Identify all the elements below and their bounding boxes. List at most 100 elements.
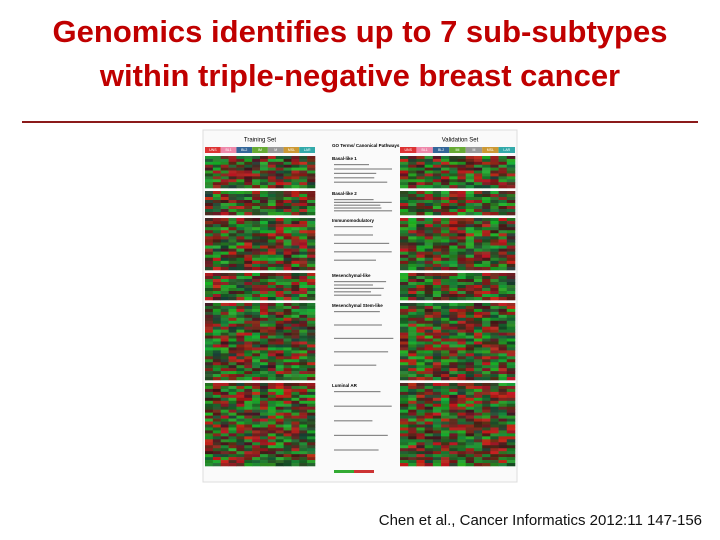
- heatmap-cell: [228, 436, 237, 440]
- heatmap-cell: [205, 377, 214, 381]
- heatmap-cell: [220, 260, 229, 265]
- heatmap-cell: [299, 424, 308, 428]
- heatmap-cell: [441, 191, 450, 195]
- heatmap-cell: [260, 439, 269, 443]
- heatmap-cell: [482, 236, 491, 240]
- heatmap-cell: [299, 282, 308, 286]
- subtype-stripe: [283, 147, 300, 153]
- heatmap-cell: [400, 430, 409, 434]
- heatmap-cell: [275, 430, 284, 434]
- heatmap-cell: [416, 276, 425, 280]
- heatmap-cell: [408, 418, 417, 422]
- heatmap-cell: [482, 421, 491, 425]
- heatmap-cell: [449, 218, 458, 222]
- heatmap-cell: [416, 291, 425, 295]
- heatmap-cell: [482, 326, 491, 330]
- heatmap-cell: [299, 394, 308, 399]
- heatmap-cell: [228, 412, 237, 416]
- heatmap-cell: [205, 305, 214, 310]
- heatmap-cell: [506, 156, 516, 160]
- heatmap-cell: [506, 415, 516, 419]
- heatmap-cell: [212, 236, 222, 240]
- heatmap-cell: [212, 338, 222, 342]
- heatmap-cell: [252, 430, 261, 434]
- heatmap-cell: [252, 412, 261, 416]
- heatmap-cell: [275, 194, 284, 198]
- heatmap-cell: [449, 242, 458, 246]
- heatmap-cell: [465, 394, 475, 399]
- heatmap-cell: [498, 329, 508, 333]
- heatmap-cell: [307, 221, 316, 225]
- heatmap-cell: [283, 279, 292, 283]
- heatmap-cell: [465, 257, 475, 262]
- heatmap-cell: [482, 276, 491, 280]
- heatmap-cell: [220, 427, 229, 431]
- heatmap-cell: [498, 341, 508, 345]
- heatmap-cell: [506, 251, 516, 256]
- heatmap-cell: [220, 248, 229, 252]
- heatmap-cell: [498, 356, 508, 360]
- heatmap-cell: [432, 454, 442, 458]
- heatmap-cell: [498, 254, 508, 259]
- heatmap-cell: [252, 308, 261, 313]
- heatmap-cell: [267, 353, 277, 357]
- heatmap-cell: [267, 365, 277, 369]
- heatmap-cell: [228, 353, 237, 357]
- heatmap-cell: [275, 276, 284, 280]
- heatmap-cell: [260, 421, 269, 425]
- heatmap-cell: [236, 161, 245, 166]
- heatmap-cell: [252, 335, 261, 339]
- heatmap-cell: [299, 257, 308, 262]
- heatmap-cell: [205, 209, 214, 213]
- heatmap-cell: [424, 368, 434, 372]
- heatmap-cell: [449, 179, 458, 183]
- heatmap-cell: [482, 294, 491, 298]
- pathway-line: [334, 420, 373, 422]
- heatmap-cell: [220, 173, 229, 177]
- heatmap-cell: [449, 439, 458, 443]
- heatmap-cell: [260, 248, 269, 252]
- heatmap-cell: [275, 191, 284, 195]
- heatmap-cell: [283, 362, 292, 366]
- heatmap-cell: [307, 463, 316, 467]
- heatmap-cell: [449, 173, 458, 177]
- heatmap-cell: [283, 176, 292, 180]
- heatmap-cell: [490, 276, 499, 280]
- heatmap-cell: [205, 335, 214, 339]
- heatmap-cell: [212, 251, 222, 256]
- heatmap-cell: [473, 282, 483, 286]
- heatmap-cell: [441, 276, 450, 280]
- heatmap-cell: [212, 173, 222, 177]
- heatmap-cell: [307, 323, 316, 327]
- heatmap-cell: [473, 391, 483, 396]
- heatmap-cell: [291, 457, 300, 461]
- heatmap-cell: [299, 176, 308, 180]
- heatmap-cell: [457, 200, 467, 204]
- heatmap-cell: [457, 344, 467, 348]
- heatmap-cell: [424, 430, 434, 434]
- heatmap-cell: [424, 421, 434, 425]
- heatmap-cell: [457, 451, 467, 455]
- heatmap-cell: [212, 303, 222, 307]
- heatmap-cell: [291, 377, 300, 381]
- heatmap-cell: [498, 245, 508, 249]
- heatmap-cell: [408, 344, 417, 348]
- validation-label: Validation Set: [442, 138, 479, 144]
- heatmap-cell: [283, 245, 292, 249]
- heatmap-cell: [441, 448, 450, 452]
- heatmap-cell: [449, 200, 458, 204]
- heatmap-cell: [498, 156, 508, 160]
- heatmap-cell: [408, 427, 417, 431]
- heatmap-cell: [236, 317, 245, 322]
- heatmap-cell: [432, 463, 442, 467]
- heatmap-cell: [236, 233, 245, 237]
- heatmap-cell: [236, 374, 245, 378]
- heatmap-cell: [267, 203, 277, 207]
- heatmap-cell: [283, 167, 292, 171]
- heatmap-cell: [449, 457, 458, 461]
- heatmap-cell: [424, 409, 434, 413]
- subtype-label: BL2: [241, 148, 247, 152]
- heatmap-cell: [473, 415, 483, 419]
- heatmap-cell: [244, 260, 253, 265]
- heatmap-cell: [441, 371, 450, 375]
